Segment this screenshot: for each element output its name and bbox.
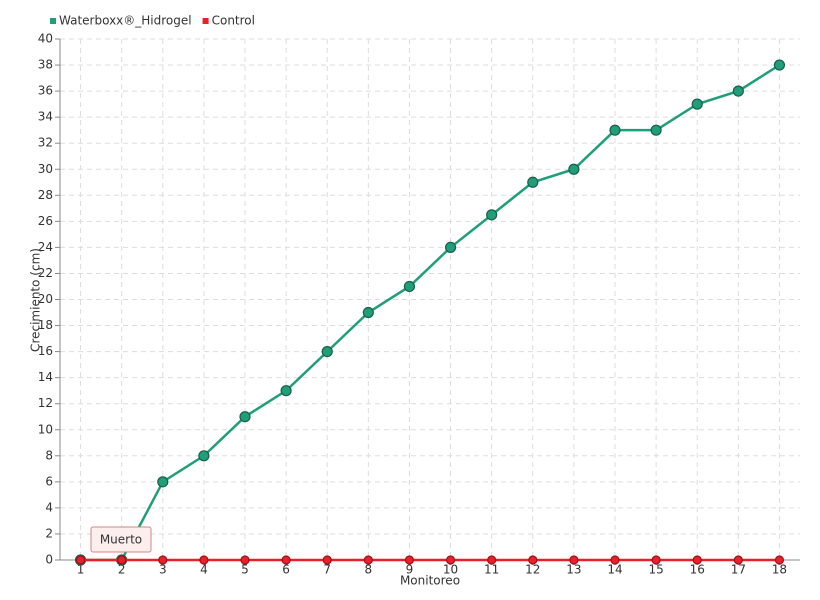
y-tick-label: 30: [38, 162, 53, 176]
y-tick-label: 10: [38, 422, 53, 436]
data-point: [280, 385, 292, 397]
data-point: [569, 555, 579, 565]
y-tick-label: 0: [45, 553, 53, 567]
y-tick-label: 4: [45, 500, 53, 514]
data-point: [568, 163, 580, 175]
x-axis-title: Monitoreo: [400, 574, 460, 588]
x-tick-label: 5: [241, 563, 249, 577]
data-point: [527, 176, 539, 188]
data-point: [75, 555, 86, 565]
data-point: [609, 124, 621, 136]
y-tick-label: 18: [38, 318, 53, 332]
data-point: [732, 85, 744, 97]
data-point: [733, 555, 743, 565]
series-line: [80, 63, 781, 562]
data-point: [198, 450, 210, 462]
data-point: [404, 555, 415, 565]
data-point: [692, 555, 702, 565]
legend-swatch: [50, 18, 56, 24]
x-tick-label: 18: [772, 563, 787, 577]
y-tick-label: 8: [45, 448, 53, 462]
x-tick-label: 8: [365, 563, 373, 577]
data-point: [486, 209, 498, 221]
y-tick-label: 38: [38, 58, 53, 72]
y-tick-label: 32: [38, 136, 53, 150]
tooltip-text: Muerto: [100, 533, 142, 547]
data-point: [487, 555, 497, 565]
x-tick-label: 13: [566, 563, 581, 577]
data-point: [199, 555, 209, 565]
data-point: [773, 59, 786, 71]
y-tick-label: 36: [38, 84, 53, 98]
data-point: [322, 555, 332, 565]
data-point: [240, 555, 250, 565]
y-tick-label: 40: [38, 32, 53, 46]
data-point: [157, 476, 169, 488]
x-tick-label: 17: [731, 563, 746, 577]
x-tick-label: 9: [406, 563, 414, 577]
x-tick-label: 12: [525, 563, 540, 577]
x-tick-label: 11: [484, 563, 499, 577]
y-tick-label: 26: [38, 214, 53, 228]
legend-swatch: [202, 18, 209, 24]
x-tick-label: 14: [607, 563, 622, 577]
x-tick-label: 6: [282, 563, 290, 577]
data-point: [774, 555, 785, 565]
x-tick-label: 1: [77, 563, 85, 577]
x-tick-label: 3: [159, 563, 167, 577]
data-point: [158, 555, 168, 565]
data-point: [528, 555, 538, 565]
x-tick-label: 10: [443, 563, 458, 577]
x-tick-label: 15: [648, 563, 663, 577]
x-tick-label: 4: [200, 563, 208, 577]
data-point: [651, 555, 661, 565]
data-point: [321, 346, 333, 358]
data-point: [239, 411, 251, 423]
y-axis-title: Crecimiento (cm): [29, 248, 43, 352]
data-point: [444, 241, 457, 253]
y-tick-label: 2: [45, 526, 53, 540]
data-point: [691, 98, 703, 110]
x-tick-label: 7: [323, 563, 331, 577]
y-tick-label: 28: [38, 188, 53, 202]
y-tick-label: 34: [38, 110, 53, 124]
y-tick-label: 6: [45, 474, 53, 488]
data-point: [650, 124, 662, 136]
y-tick-label: 24: [38, 240, 53, 254]
data-point: [363, 555, 373, 565]
data-point: [362, 306, 374, 319]
data-point: [281, 555, 291, 565]
tooltip-box: [90, 526, 152, 553]
tooltip: Muerto: [90, 526, 152, 553]
x-tick-label: 16: [690, 563, 705, 577]
x-tick-label: 2: [118, 563, 126, 577]
y-tick-label: 16: [38, 344, 53, 358]
legend-label: Waterboxx®_Hidrogel: [59, 14, 192, 28]
data-point: [403, 280, 416, 293]
data-point: [445, 555, 456, 565]
data-point: [610, 555, 620, 565]
y-tick-label: 20: [38, 292, 53, 306]
data-point: [117, 555, 127, 565]
y-tick-label: 12: [38, 396, 53, 410]
y-tick-label: 22: [38, 266, 53, 280]
legend-label: Control: [212, 14, 255, 28]
y-tick-label: 14: [38, 370, 53, 384]
